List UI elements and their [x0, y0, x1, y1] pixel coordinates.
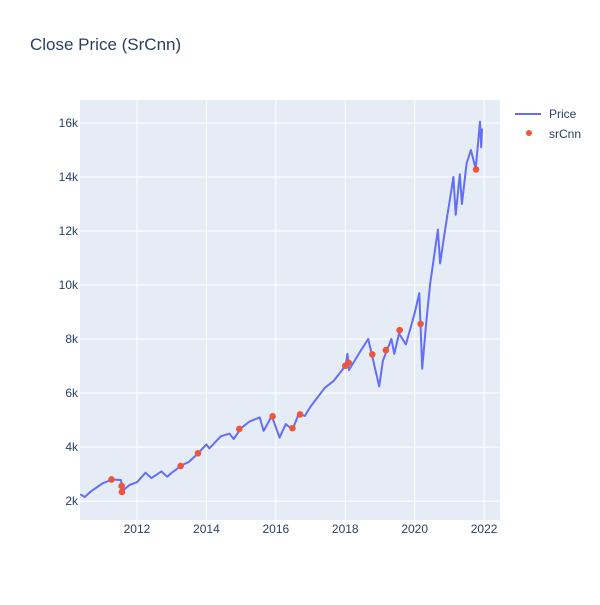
- x-tick-label: 2020: [401, 522, 428, 536]
- srcnn-point: [269, 412, 276, 420]
- y-tick-label: 16k: [59, 116, 79, 130]
- srcnn-point: [118, 482, 125, 490]
- x-tick-label: 2016: [262, 522, 289, 536]
- legend-item-price[interactable]: Price: [515, 107, 577, 121]
- srcnn-point: [345, 359, 352, 367]
- legend-item-srcnn[interactable]: srCnn: [526, 127, 581, 141]
- legend-marker-icon: [526, 130, 532, 136]
- srcnn-point: [382, 346, 390, 354]
- srcnn-point: [194, 449, 202, 457]
- legend-label: srCnn: [549, 127, 581, 141]
- x-tick-label: 2014: [193, 522, 220, 536]
- srcnn-point: [108, 476, 115, 483]
- y-tick-label: 6k: [65, 386, 79, 400]
- y-tick-label: 8k: [65, 332, 79, 346]
- srcnn-point: [368, 351, 376, 358]
- srcnn-point: [396, 326, 403, 334]
- legend-label: Price: [549, 107, 577, 121]
- srcnn-point: [118, 488, 126, 496]
- srcnn-point: [417, 320, 424, 328]
- y-tick-label: 10k: [59, 278, 79, 292]
- y-tick-label: 12k: [59, 224, 79, 238]
- x-tick-label: 2018: [332, 522, 359, 536]
- legend[interactable]: Price srCnn: [515, 107, 581, 141]
- srcnn-point: [289, 424, 296, 432]
- srcnn-point: [177, 462, 184, 470]
- y-tick-label: 2k: [65, 494, 79, 508]
- srcnn-point: [296, 411, 304, 418]
- x-tick-label: 2012: [124, 522, 151, 536]
- plot-area: [80, 100, 500, 520]
- srcnn-point: [472, 166, 480, 173]
- srcnn-point: [236, 425, 243, 433]
- price-line: [79, 120, 483, 498]
- y-tick-label: 14k: [59, 170, 79, 184]
- chart-title: Close Price (SrCnn): [30, 35, 181, 54]
- x-tick-label: 2022: [471, 522, 498, 536]
- y-tick-label: 4k: [65, 440, 79, 454]
